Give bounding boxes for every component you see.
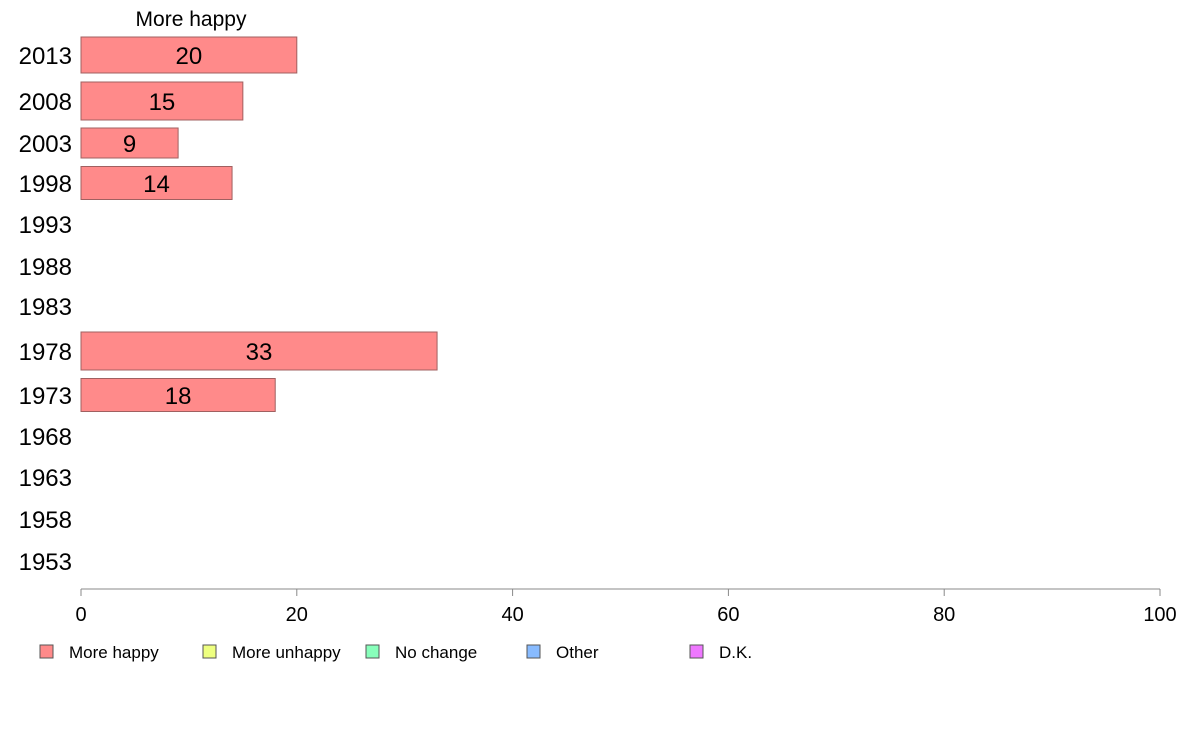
bar-segment — [80, 331, 438, 371]
legend-label: D.K. — [719, 643, 752, 662]
legend-label: No change — [395, 643, 477, 662]
y-tick-label: 1998 — [19, 171, 72, 198]
x-tick-label: 0 — [75, 604, 86, 626]
legend-swatch — [202, 644, 217, 659]
bar-value-label: 14 — [143, 171, 170, 198]
bar-segment — [80, 127, 179, 159]
y-tick-label: 2008 — [19, 89, 72, 116]
x-tick-label: 20 — [286, 604, 308, 626]
legend-swatch — [365, 644, 380, 659]
legend-label: More unhappy — [232, 643, 341, 662]
bars-layer — [80, 36, 438, 412]
bar-value-label: 18 — [165, 383, 192, 410]
y-tick-label: 1978 — [19, 339, 72, 366]
legend-label: Other — [556, 643, 599, 662]
x-tick-label: 80 — [933, 604, 955, 626]
x-tick-label: 60 — [717, 604, 739, 626]
bar-segment — [80, 81, 244, 121]
bar-segment — [80, 36, 298, 74]
chart-header-label: More happy — [136, 8, 247, 31]
bar-segment — [80, 378, 276, 412]
legend-swatch — [526, 644, 541, 659]
y-tick-label: 1993 — [19, 212, 72, 239]
y-tick-label: 1983 — [19, 294, 72, 321]
x-axis: 0 20 40 60 80 100 — [75, 588, 1177, 626]
bar-value-label: 9 — [123, 131, 136, 158]
y-tick-label: 1988 — [19, 254, 72, 281]
x-tick-label: 40 — [501, 604, 523, 626]
legend-label: More happy — [69, 643, 159, 662]
bar-value-label: 33 — [246, 339, 273, 366]
y-tick-label: 2003 — [19, 131, 72, 158]
y-tick-label: 2013 — [19, 43, 72, 70]
x-tick-label: 100 — [1143, 604, 1176, 626]
y-tick-label: 1973 — [19, 383, 72, 410]
bar-segment — [80, 166, 233, 200]
y-tick-label: 1963 — [19, 465, 72, 492]
y-axis-labels: 2013 2008 2003 1998 1993 1988 1983 1978 1973 1968… — [19, 43, 72, 576]
legend: More happy More unhappy No change Other D.K. — [39, 643, 752, 662]
y-tick-label: 1968 — [19, 424, 72, 451]
bar-value-label: 15 — [149, 89, 176, 116]
y-tick-label: 1958 — [19, 507, 72, 534]
legend-swatch — [39, 644, 54, 659]
bar-value-label: 20 — [176, 43, 203, 70]
legend-swatch — [689, 644, 704, 659]
y-tick-label: 1953 — [19, 549, 72, 576]
